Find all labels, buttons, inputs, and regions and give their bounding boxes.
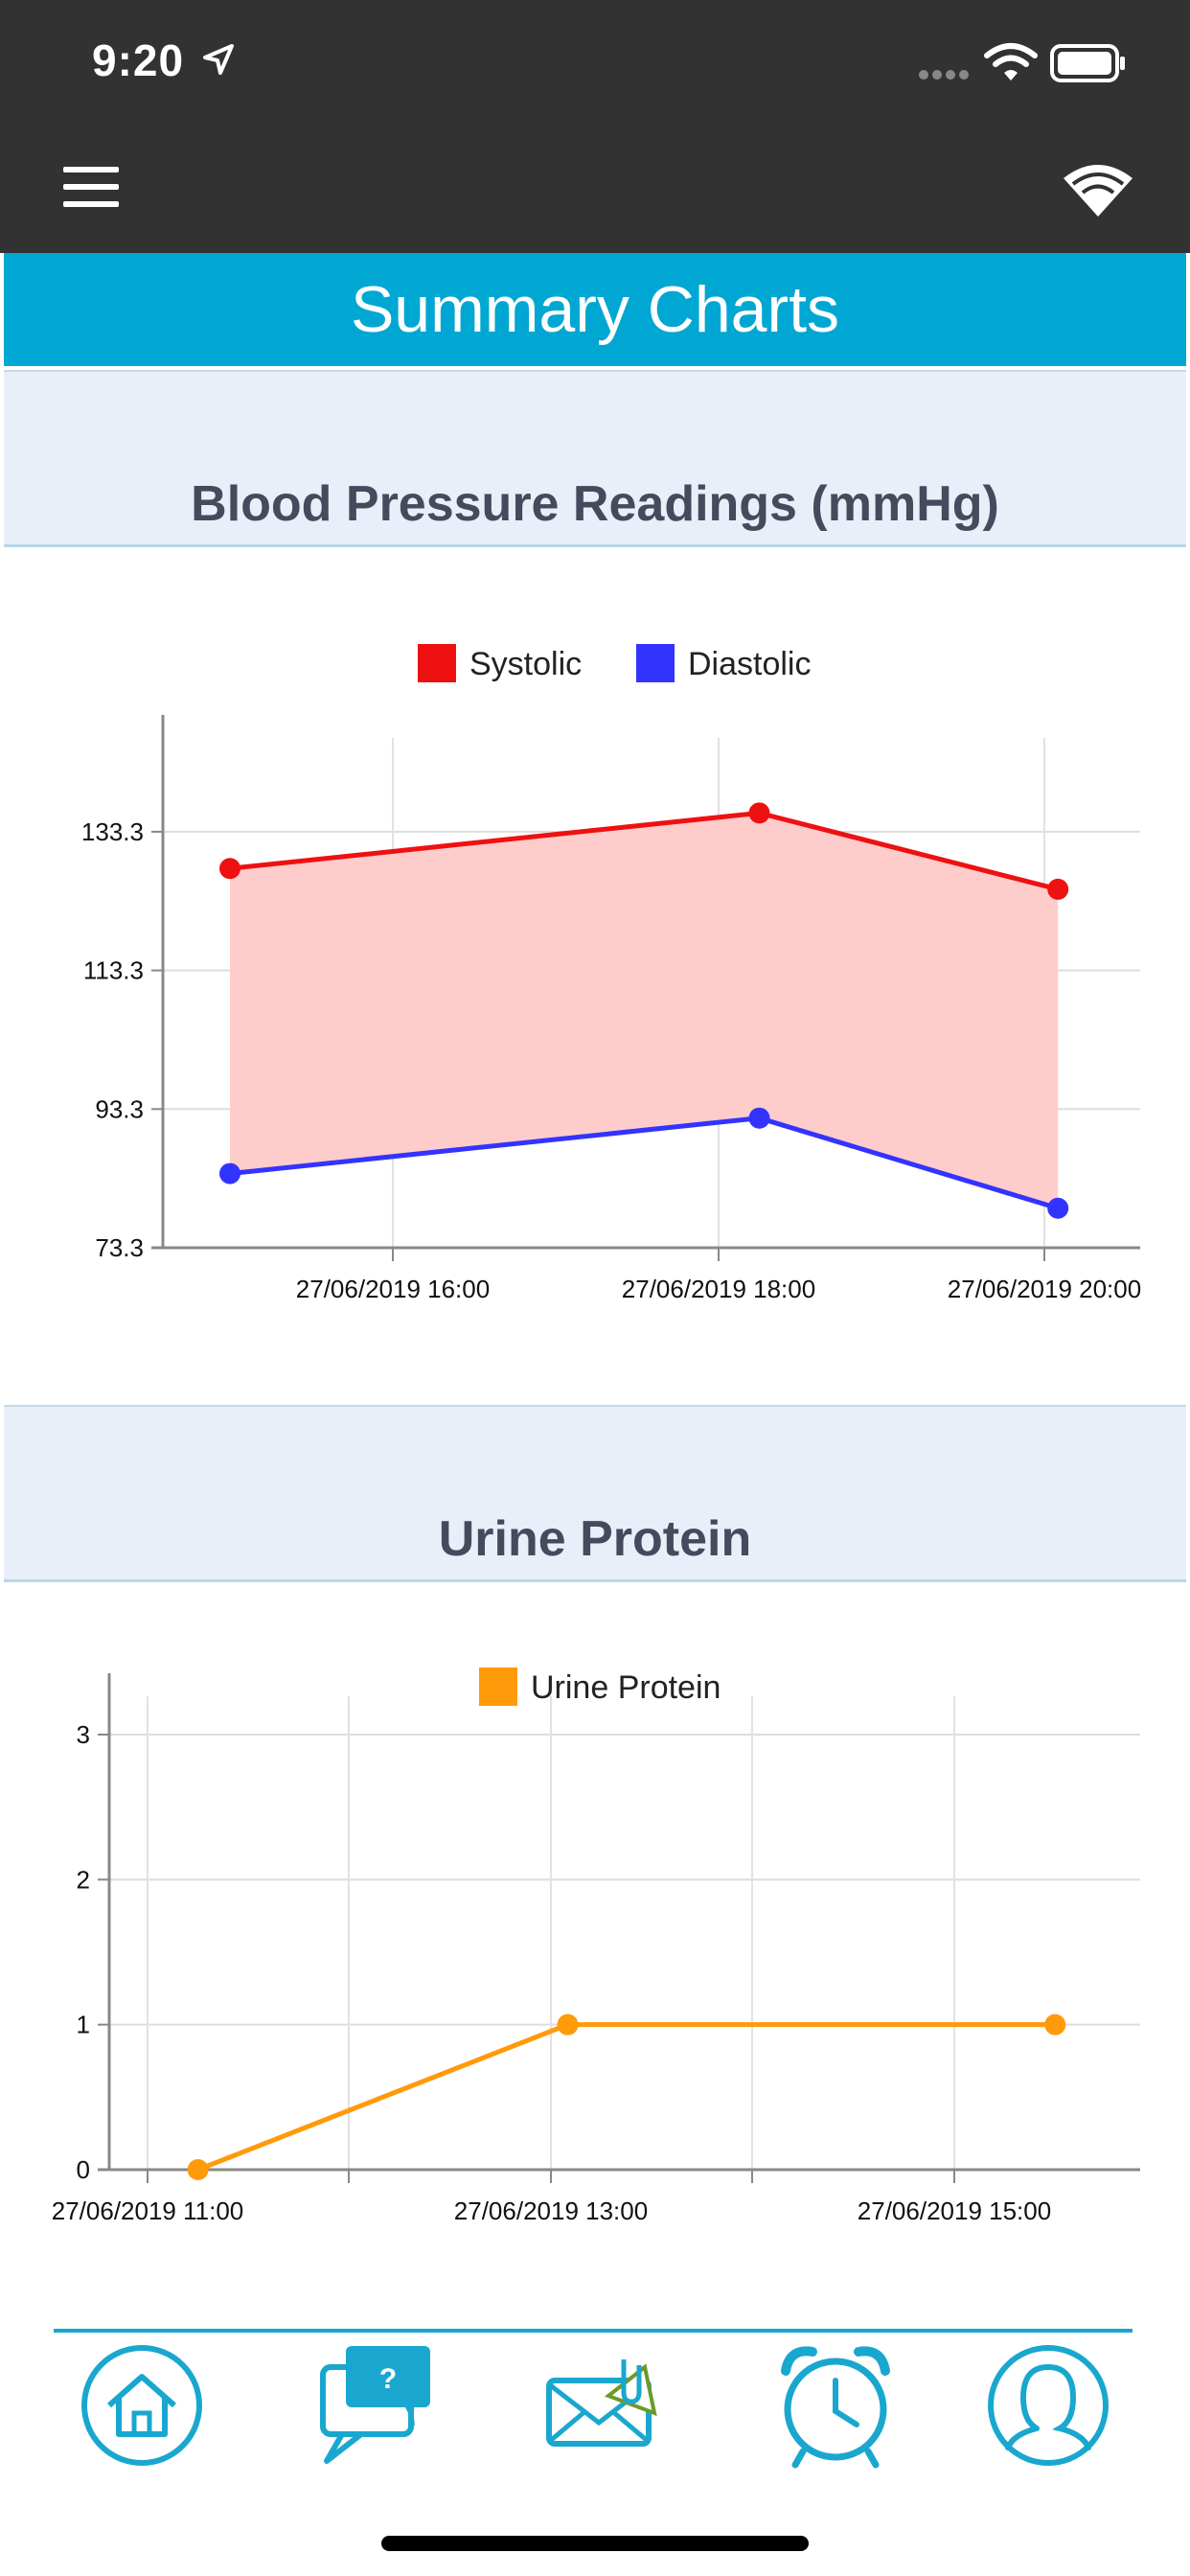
mail-attachment-icon[interactable]	[537, 2338, 671, 2472]
y-tick-label-2: 1	[77, 2011, 90, 2039]
legend-label-1: Diastolic	[688, 646, 811, 682]
legend-swatch-0	[479, 1668, 517, 1706]
urine-protein-chart: Urine Protein 3 2 1 0 27/06/2019 11:00 27/06/2…	[52, 1668, 1140, 2225]
battery-icon	[1050, 44, 1125, 82]
x-tick-label-0: 27/06/2019 16:00	[296, 1275, 490, 1303]
bp-section-title: Blood Pressure Readings (mmHg)	[191, 476, 999, 532]
wifi-status-icon	[984, 43, 1038, 80]
location-arrow-icon	[203, 44, 234, 75]
legend-swatch-0	[418, 644, 456, 682]
bottom-nav-divider	[54, 2329, 1133, 2333]
app-top-bar: 9:20	[0, 0, 1190, 253]
urine-section-header: Urine Protein	[4, 1405, 1186, 1582]
svg-text:?: ?	[379, 2363, 397, 2395]
y-tick-label-0: 3	[77, 1720, 90, 1749]
y-tick-label-1: 113.3	[83, 956, 144, 985]
data-point-0-0	[187, 2159, 209, 2180]
data-point-0-0	[219, 858, 240, 880]
y-tick-label-3: 0	[77, 2155, 90, 2184]
bp-section-header: Blood Pressure Readings (mmHg)	[4, 370, 1186, 547]
profile-icon[interactable]	[981, 2338, 1115, 2472]
data-point-1-2	[1047, 1197, 1069, 1219]
hamburger-menu-icon[interactable]	[63, 167, 119, 209]
x-tick-label-2: 27/06/2019 20:00	[948, 1275, 1141, 1303]
home-icon[interactable]	[75, 2338, 209, 2472]
range-fill-area	[230, 813, 1059, 1208]
chart-legend: Urine Protein	[479, 1668, 721, 1706]
help-chat-icon[interactable]: ?	[309, 2338, 443, 2472]
legend-swatch-1	[636, 644, 675, 682]
connection-status-icon[interactable]	[1062, 161, 1134, 218]
alarm-clock-icon[interactable]	[768, 2338, 903, 2472]
home-indicator	[381, 2536, 809, 2551]
legend-label-0: Urine Protein	[531, 1669, 721, 1706]
y-tick-label-0: 133.3	[81, 817, 144, 846]
x-tick-label-0: 27/06/2019 11:00	[52, 2196, 243, 2225]
urine-section-title: Urine Protein	[438, 1511, 752, 1567]
signal-dots-icon	[919, 70, 969, 80]
data-point-1-1	[748, 1107, 770, 1129]
data-point-0-1	[557, 2013, 579, 2036]
series-line-0	[196, 2022, 1056, 2173]
data-point-0-2	[1047, 878, 1069, 900]
status-time: 9:20	[92, 35, 185, 85]
y-tick-label-1: 2	[77, 1865, 90, 1894]
data-point-0-1	[748, 802, 770, 824]
x-tick-label-1: 27/06/2019 18:00	[622, 1275, 815, 1303]
x-tick-label-2: 27/06/2019 15:00	[858, 2196, 1051, 2225]
data-point-0-2	[1044, 2013, 1066, 2036]
data-point-1-0	[219, 1162, 240, 1184]
y-tick-label-3: 73.3	[95, 1233, 144, 1262]
y-tick-label-2: 93.3	[95, 1094, 144, 1123]
blood-pressure-chart: Systolic Diastolic 133.3 113.3 93.3 73.3 27/06…	[81, 644, 1141, 1303]
legend-label-0: Systolic	[469, 646, 582, 682]
x-tick-label-1: 27/06/2019 13:00	[454, 2196, 648, 2225]
chart-legend: Systolic Diastolic	[418, 644, 811, 682]
page-title: Summary Charts	[4, 253, 1186, 366]
